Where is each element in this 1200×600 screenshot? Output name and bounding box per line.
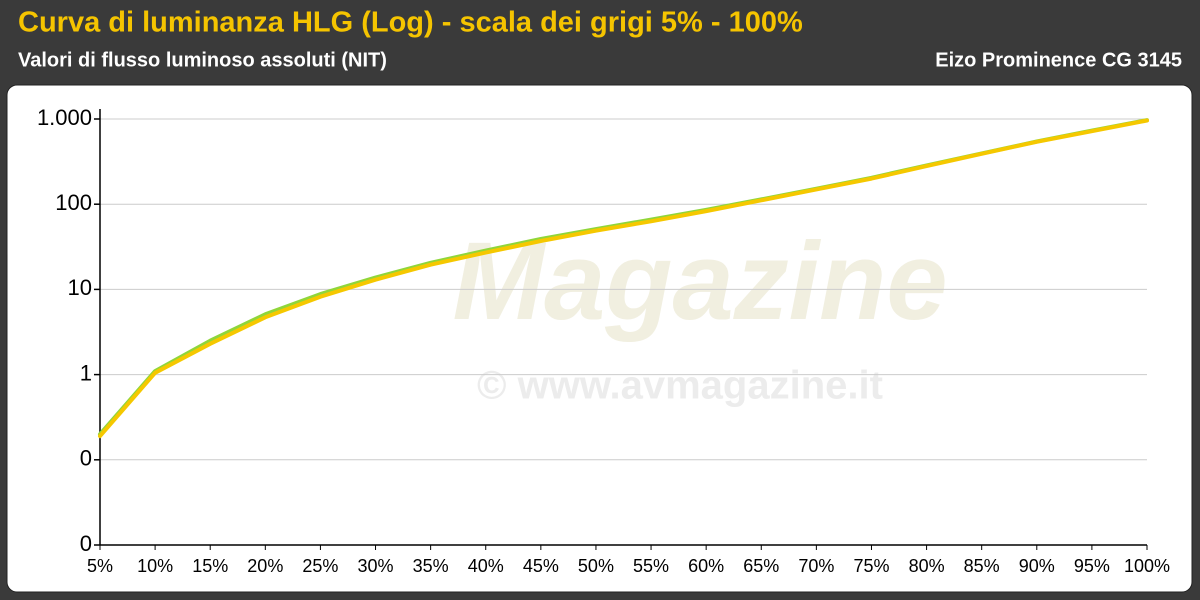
series-line [98,118,1149,439]
x-tick-label: 15% [192,556,228,576]
plot-frame [6,84,1193,593]
x-tick-label: 20% [247,556,283,576]
x-tick-label: 90% [1019,556,1055,576]
x-tick-label: 35% [413,556,449,576]
chart-subtitle: Valori di flusso luminoso assoluti (NIT) [18,49,387,71]
y-tick-label: 10 [68,275,92,300]
x-tick-label: 80% [909,556,945,576]
x-tick-label: 50% [578,556,614,576]
chart-title: Curva di luminanza HLG (Log) - scala dei… [18,7,803,39]
y-tick-label: 1.000 [37,105,92,130]
x-tick-label: 60% [688,556,724,576]
x-tick-label: 45% [523,556,559,576]
x-tick-label: 30% [358,556,394,576]
x-tick-label: 85% [964,556,1000,576]
y-tick-label: 100 [55,190,92,215]
x-tick-label: 5% [87,556,113,576]
y-tick-label: 0 [80,446,92,471]
x-tick-label: 55% [633,556,669,576]
x-tick-label: 75% [853,556,889,576]
y-tick-label: 1 [80,360,92,385]
x-tick-label: 10% [137,556,173,576]
x-tick-label: 25% [302,556,338,576]
watermark-logo: Magazine [452,220,947,343]
y-tick-label: 0 [80,531,92,556]
chart-subtitle-right: Eizo Prominence CG 3145 [935,49,1182,71]
x-tick-label: 95% [1074,556,1110,576]
x-tick-label: 65% [743,556,779,576]
x-tick-label: 100% [1124,556,1170,576]
watermark-url: © www.avmagazine.it [477,364,883,408]
x-tick-label: 70% [798,556,834,576]
x-tick-label: 40% [468,556,504,576]
